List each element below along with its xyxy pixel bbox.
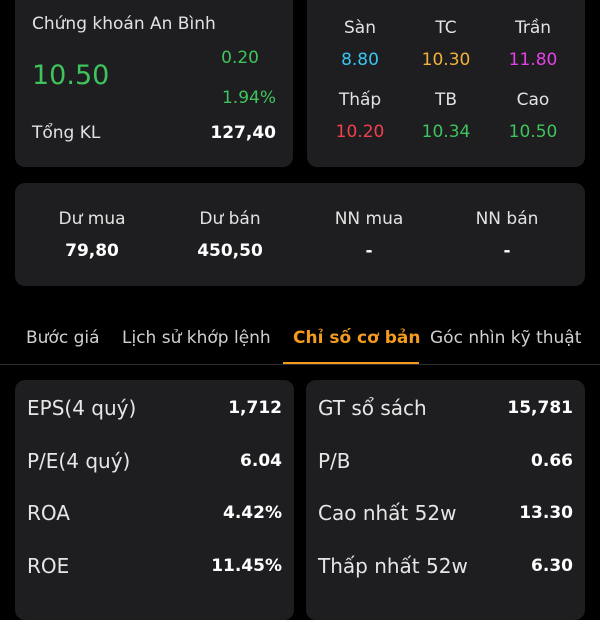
metric-row: EPS(4 quý) 1,712 (27, 396, 282, 426)
ceiling-label: Trần (514, 18, 552, 38)
metric-value: 0.66 (531, 451, 573, 471)
floor-value: 8.80 (341, 50, 379, 70)
metric-label: Thấp nhất 52w (318, 554, 468, 578)
company-name: Chứng khoán An Bình (32, 14, 216, 34)
tab-bar: Bước giá Lịch sử khớp lệnh Chỉ số cơ bản… (0, 318, 600, 366)
ceiling-value: 11.80 (508, 50, 558, 70)
foreign-sell-value: - (503, 241, 511, 261)
metrics-left-card: EPS(4 quý) 1,712 P/E(4 quý) 6.04 ROA 4.4… (15, 380, 294, 620)
ask-remain-value: 450,50 (197, 241, 263, 261)
metrics-right-card: GT sổ sách 15,781 P/B 0.66 Cao nhất 52w … (306, 380, 585, 620)
metric-row: ROA 4.42% (27, 501, 282, 531)
high-label: Cao (516, 90, 550, 110)
ask-remain-label: Dư bán (199, 209, 261, 229)
metric-value: 1,712 (228, 398, 282, 418)
metric-value: 15,781 (507, 398, 573, 418)
metric-row: Cao nhất 52w 13.30 (318, 501, 573, 531)
metric-row: P/E(4 quý) 6.04 (27, 449, 282, 479)
metric-label: Cao nhất 52w (318, 501, 457, 525)
metric-row: P/B 0.66 (318, 449, 573, 479)
tab-fundamentals[interactable]: Chỉ số cơ bản (293, 328, 421, 348)
metric-value: 4.42% (223, 503, 282, 523)
tab-trade-history[interactable]: Lịch sử khớp lệnh (122, 328, 271, 348)
metric-label: ROE (27, 554, 70, 578)
reference-value: 10.30 (421, 50, 471, 70)
bid-remain-label: Dư mua (58, 209, 126, 229)
foreign-sell-label: NN bán (475, 209, 539, 229)
quote-card: Chứng khoán An Bình 10.50 0.20 1.94% Tổn… (15, 0, 293, 167)
price-change: 0.20 (221, 48, 259, 68)
high-value: 10.50 (508, 122, 558, 142)
reference-label: TC (435, 18, 457, 38)
last-price: 10.50 (32, 60, 110, 91)
tab-divider (0, 364, 600, 365)
metric-label: P/B (318, 449, 351, 473)
metric-row: ROE 11.45% (27, 554, 282, 584)
metric-label: GT sổ sách (318, 396, 427, 420)
metric-label: EPS(4 quý) (27, 396, 137, 420)
low-value: 10.20 (335, 122, 385, 142)
metric-value: 13.30 (519, 503, 573, 523)
metric-row: Thấp nhất 52w 6.30 (318, 554, 573, 584)
price-levels-card: Sàn 8.80 TC 10.30 Trần 11.80 Thấp 10.20 … (307, 0, 585, 167)
active-tab-indicator (283, 362, 419, 365)
metric-value: 6.04 (240, 451, 282, 471)
foreign-buy-value: - (365, 241, 373, 261)
low-label: Thấp (338, 90, 382, 110)
floor-label: Sàn (344, 18, 376, 38)
total-volume-value: 127,40 (210, 123, 276, 143)
average-value: 10.34 (421, 122, 471, 142)
tab-technical-view[interactable]: Góc nhìn kỹ thuật (430, 328, 582, 348)
metric-row: GT sổ sách 15,781 (318, 396, 573, 426)
average-label: TB (434, 90, 458, 110)
metric-label: ROA (27, 501, 70, 525)
tab-price-step[interactable]: Bước giá (26, 328, 100, 348)
metric-value: 11.45% (211, 556, 282, 576)
order-depth-card: Dư mua 79,80 Dư bán 450,50 NN mua - NN b… (15, 183, 585, 286)
total-volume-label: Tổng KL (32, 123, 101, 143)
metric-value: 6.30 (531, 556, 573, 576)
price-change-percent: 1.94% (221, 88, 276, 108)
metric-label: P/E(4 quý) (27, 449, 131, 473)
foreign-buy-label: NN mua (334, 209, 404, 229)
bid-remain-value: 79,80 (65, 241, 119, 261)
